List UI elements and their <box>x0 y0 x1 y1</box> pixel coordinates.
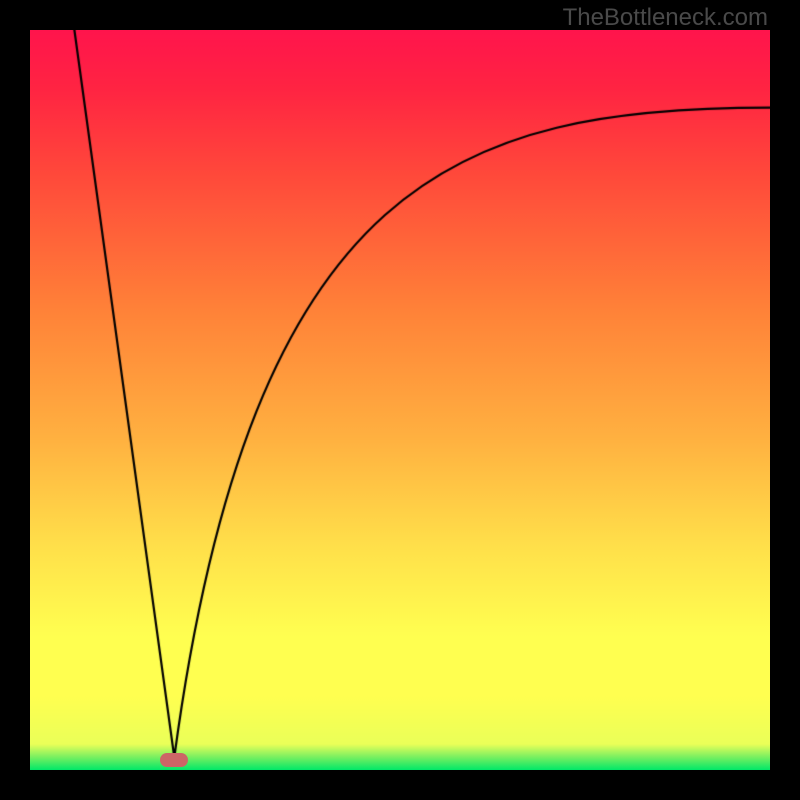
chart-container: TheBottleneck.com <box>0 0 800 800</box>
bottleneck-curve <box>30 30 770 770</box>
watermark-text: TheBottleneck.com <box>563 4 768 32</box>
curve-minimum-marker <box>160 753 188 767</box>
plot-area <box>30 30 770 770</box>
